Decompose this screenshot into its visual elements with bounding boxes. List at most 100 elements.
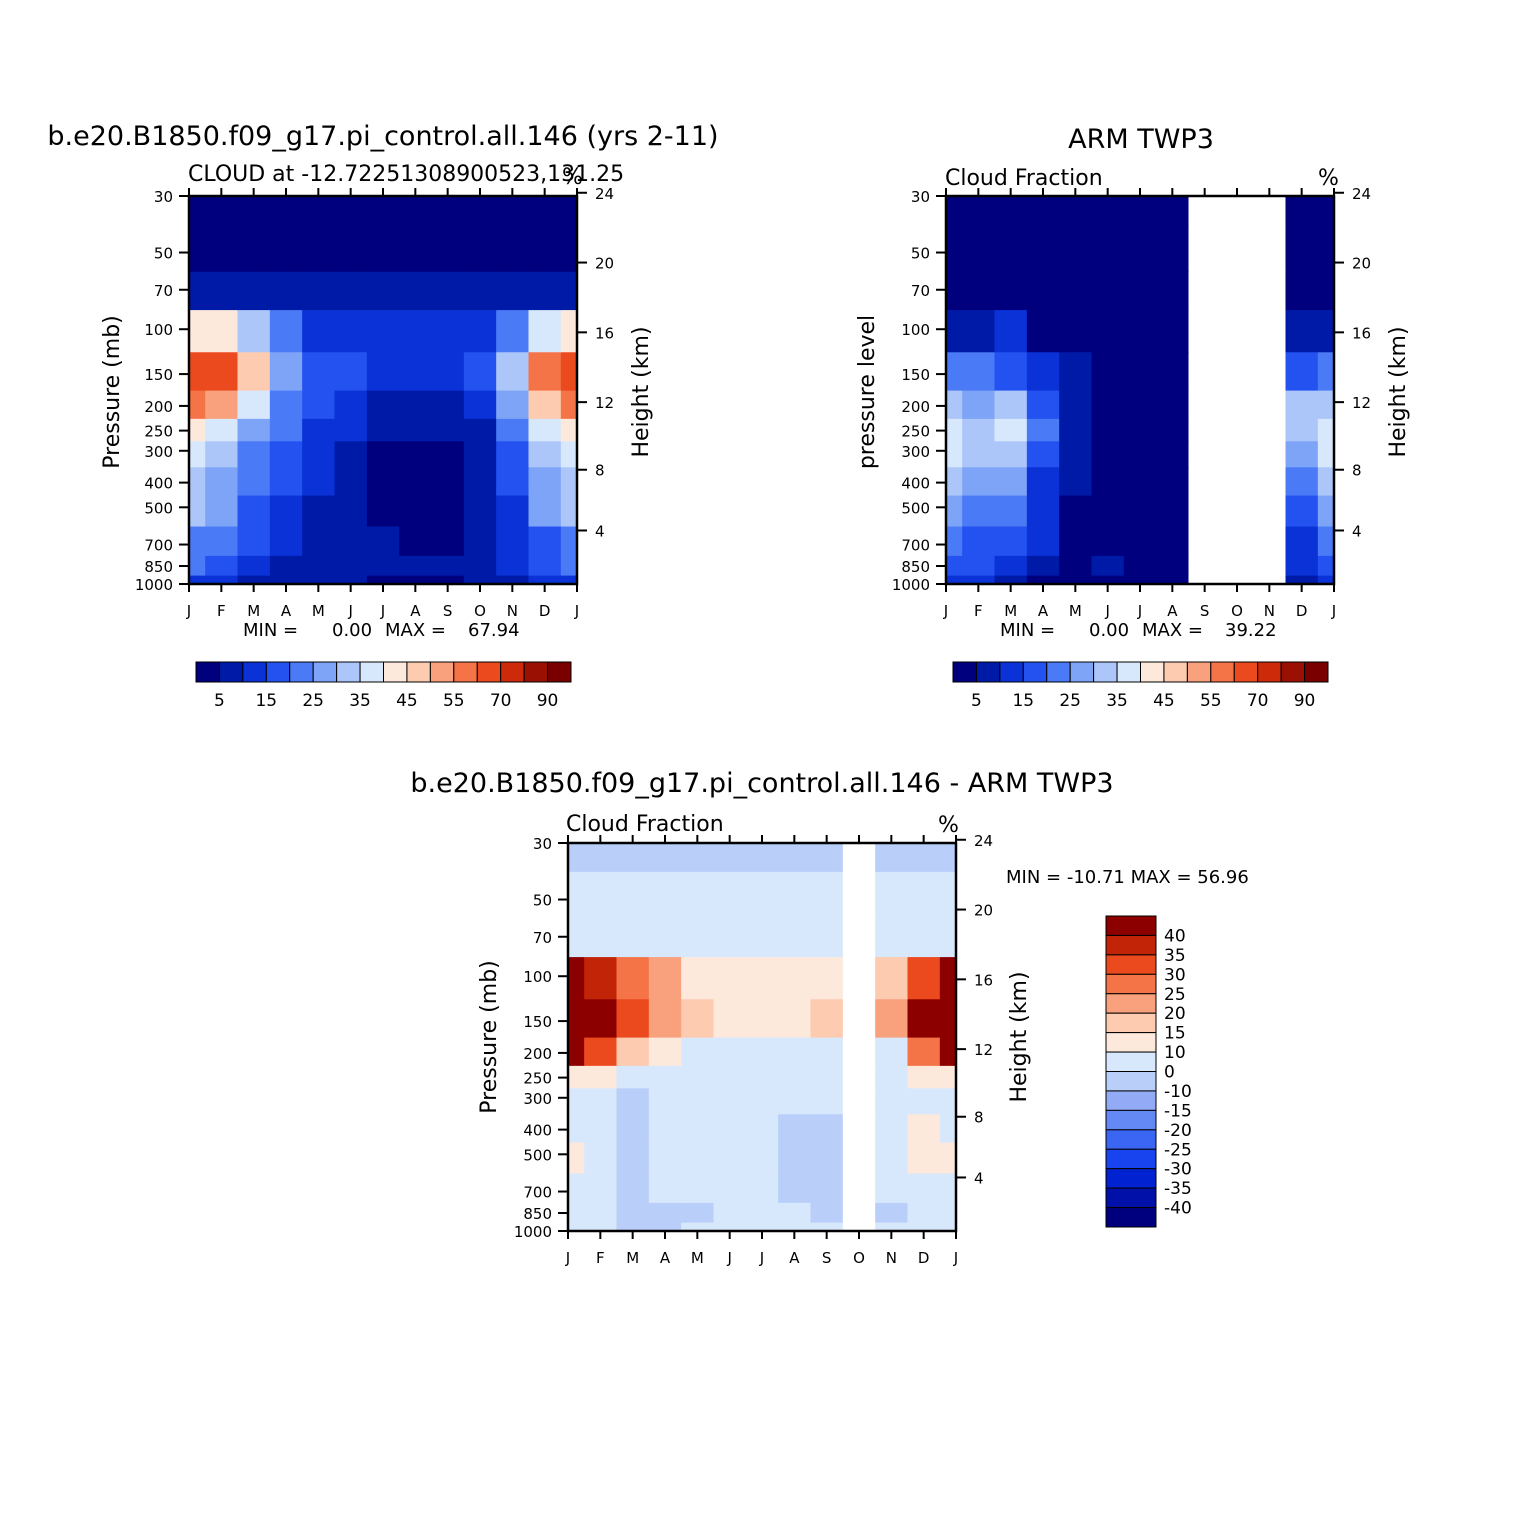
heatmap-cell	[907, 918, 941, 958]
missing-data-cell	[1188, 271, 1222, 311]
heatmap-cell	[584, 1222, 618, 1232]
heatmap-cell	[939, 956, 957, 1000]
heatmap-cell	[681, 1222, 715, 1232]
x-tick-label: A	[789, 1249, 800, 1267]
heatmap-cell	[584, 1202, 618, 1223]
heatmap-cell	[681, 843, 715, 872]
missing-data-cell	[1253, 351, 1287, 391]
heatmap-cell	[681, 1037, 715, 1066]
heatmap-cell	[584, 956, 618, 1000]
x-tick-label: A	[1038, 602, 1049, 620]
missing-data-cell	[1253, 390, 1287, 419]
heatmap-cell	[875, 1222, 909, 1232]
model-title: b.e20.B1850.f09_g17.pi_control.all.146 (…	[47, 121, 718, 152]
heatmap-cell	[1285, 575, 1319, 585]
heatmap-cell	[584, 998, 618, 1038]
heatmap-cell	[939, 1065, 957, 1089]
colorbar-box	[1105, 954, 1157, 975]
heatmap-cell	[1317, 351, 1335, 391]
missing-data-cell	[842, 998, 876, 1038]
heatmap-cell	[189, 390, 206, 419]
colorbar-label: 40	[1164, 926, 1186, 946]
heatmap-cell	[778, 1065, 812, 1089]
heatmap-cell	[568, 1087, 585, 1115]
heatmap-cell	[269, 271, 303, 311]
heatmap-cell	[994, 309, 1028, 353]
heatmap-cell	[1156, 309, 1190, 353]
colorbar-label: 45	[396, 691, 418, 711]
heatmap-cell	[1123, 271, 1157, 311]
heatmap-cell	[1091, 418, 1125, 442]
heatmap-cell	[778, 918, 812, 958]
heatmap-cell	[1156, 390, 1190, 419]
colorbar-box	[1105, 973, 1157, 995]
heatmap-cell	[189, 309, 206, 353]
heatmap-cell	[399, 440, 433, 468]
heatmap-cell	[528, 418, 562, 442]
heatmap-cell	[1059, 418, 1093, 442]
heatmap-cell	[1156, 418, 1190, 442]
heatmap-cell	[713, 1037, 747, 1066]
missing-data-cell	[1220, 309, 1254, 353]
y2-tick-label: 16	[974, 971, 993, 989]
heatmap-cell	[681, 1113, 715, 1143]
x-tick-label: J	[186, 602, 191, 620]
heatmap-cell	[528, 224, 562, 272]
heatmap-cell	[875, 998, 909, 1038]
y2-tick-label: 20	[595, 255, 614, 273]
heatmap-cell	[1091, 196, 1125, 225]
heatmap-cell	[1026, 418, 1060, 442]
obs-min-label: MIN =	[1000, 620, 1055, 641]
heatmap-cell	[463, 224, 497, 272]
heatmap-cell	[681, 1172, 715, 1203]
heatmap-cell	[946, 555, 963, 576]
heatmap-cell	[1059, 224, 1093, 272]
heatmap-cell	[1059, 440, 1093, 468]
heatmap-cell	[1285, 309, 1319, 353]
heatmap-cell	[496, 575, 530, 585]
heatmap-cell	[584, 843, 618, 872]
y-tick-label: 700	[901, 537, 930, 555]
y2-tick-label: 8	[1352, 462, 1362, 480]
heatmap-cell	[907, 871, 941, 919]
heatmap-cell	[560, 351, 578, 391]
heatmap-cell	[1156, 494, 1190, 527]
heatmap-cell	[616, 1202, 650, 1223]
heatmap-cell	[745, 956, 779, 1000]
x-tick-label: M	[1004, 602, 1017, 620]
y-tick-label: 850	[523, 1205, 552, 1223]
heatmap-cell	[560, 224, 578, 272]
model-max-label: MAX =	[385, 620, 446, 641]
heatmap-cell	[334, 525, 368, 556]
y-tick-label: 400	[901, 475, 930, 493]
missing-data-cell	[1253, 418, 1287, 442]
x-tick-label: D	[918, 1249, 930, 1267]
heatmap-cell	[1026, 494, 1060, 527]
heatmap-cell	[560, 271, 578, 311]
missing-data-cell	[1188, 390, 1222, 419]
heatmap-cell	[810, 1141, 844, 1174]
heatmap-cell	[648, 843, 682, 872]
heatmap-cell	[1026, 390, 1060, 419]
heatmap-cell	[946, 351, 963, 391]
heatmap-cell	[962, 309, 996, 353]
heatmap-cell	[616, 1037, 650, 1066]
heatmap-cell	[778, 1037, 812, 1066]
colorbar-label: 15	[1012, 691, 1034, 711]
heatmap-cell	[237, 351, 271, 391]
diff-subtitle: Cloud Fraction	[566, 812, 724, 837]
colorbar-label: 5	[214, 691, 225, 711]
heatmap-cell	[681, 1065, 715, 1089]
heatmap-cell	[1091, 575, 1125, 585]
heatmap-cell	[189, 271, 206, 311]
heatmap-cell	[1285, 466, 1319, 496]
colorbar-box	[1116, 661, 1141, 683]
heatmap-cell	[269, 525, 303, 556]
missing-data-cell	[842, 956, 876, 1000]
heatmap-cell	[681, 998, 715, 1038]
y-tick-label: 30	[911, 188, 930, 206]
heatmap-cell	[648, 998, 682, 1038]
colorbar-label: 35	[349, 691, 371, 711]
colorbar-label: -15	[1164, 1101, 1192, 1121]
heatmap-cell	[463, 494, 497, 527]
